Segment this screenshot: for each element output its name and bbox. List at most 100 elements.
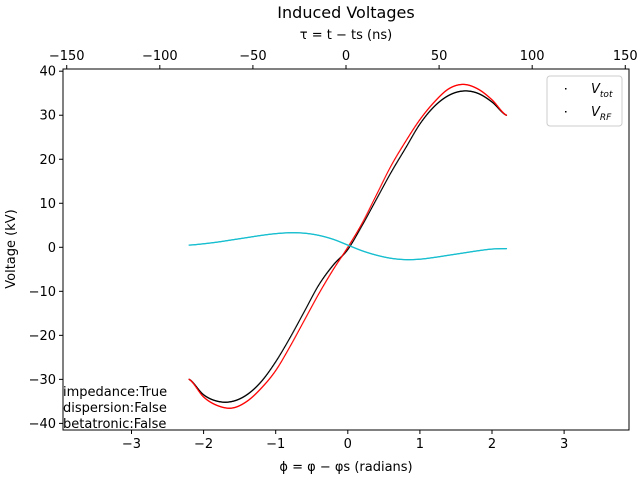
data-point — [426, 110, 428, 112]
data-point — [339, 258, 341, 260]
data-point — [414, 125, 416, 127]
data-point — [397, 159, 399, 161]
data-point — [308, 310, 310, 312]
data-point — [315, 298, 317, 300]
data-point — [271, 366, 273, 368]
data-point — [373, 203, 375, 205]
data-point — [365, 217, 367, 219]
data-point — [279, 363, 281, 365]
data-point — [393, 159, 395, 161]
data-point — [311, 295, 313, 298]
data-point — [353, 235, 356, 238]
data-point — [283, 356, 285, 358]
data-point — [411, 130, 413, 132]
data-point — [410, 138, 412, 140]
data-point — [342, 254, 344, 256]
data-point — [273, 364, 275, 366]
data-point — [299, 326, 302, 329]
data-point — [386, 179, 388, 181]
data-point — [194, 384, 196, 387]
data-point — [373, 198, 376, 200]
data-point — [330, 272, 332, 274]
data-point — [353, 239, 355, 241]
top-ticks: −150 −100 −50 0 50 100 150 — [49, 49, 638, 69]
data-point — [334, 265, 337, 267]
data-point — [379, 187, 381, 189]
data-point — [353, 238, 356, 240]
data-point — [412, 129, 414, 131]
data-point — [406, 144, 409, 146]
data-point — [310, 306, 312, 309]
data-point — [427, 109, 429, 111]
data-point — [284, 353, 287, 356]
data-point — [375, 200, 377, 202]
data-point — [196, 387, 198, 389]
data-point — [413, 133, 415, 135]
data-point — [315, 289, 317, 291]
data-point — [308, 302, 310, 304]
data-point — [293, 329, 295, 331]
data-point — [398, 151, 400, 153]
data-point — [412, 134, 414, 136]
x-tick-label: 1 — [416, 437, 424, 452]
data-point — [287, 339, 290, 341]
data-point — [343, 252, 345, 254]
data-point — [272, 365, 274, 367]
data-point — [321, 279, 323, 281]
data-point — [372, 204, 374, 207]
data-point — [396, 161, 398, 163]
data-point — [272, 373, 274, 375]
data-point — [297, 330, 299, 332]
data-point — [377, 196, 379, 198]
y-tick-label: −20 — [29, 329, 56, 344]
data-point — [496, 105, 498, 107]
data-point — [283, 347, 285, 349]
data-point — [407, 136, 410, 138]
data-point — [286, 351, 288, 353]
data-point — [380, 185, 382, 187]
data-point — [415, 124, 417, 127]
data-point — [352, 240, 355, 242]
bottom-ticks: −3 −2 −1 0 1 2 3 — [122, 430, 568, 452]
data-point — [286, 350, 289, 352]
data-point — [372, 200, 375, 202]
data-point — [340, 256, 342, 259]
top-axis-label: τ = t − ts (ns) — [300, 28, 392, 43]
data-point — [405, 139, 408, 141]
data-point — [280, 361, 282, 364]
top-tick-label: −100 — [142, 49, 178, 64]
x-tick-label: 3 — [560, 437, 568, 452]
data-point — [269, 368, 272, 371]
data-point — [421, 116, 423, 118]
data-point — [287, 348, 290, 350]
data-point — [277, 366, 279, 369]
data-point — [286, 341, 289, 343]
data-point — [375, 195, 377, 198]
data-point — [276, 367, 278, 369]
data-point — [351, 240, 353, 242]
data-point — [381, 187, 383, 189]
data-point — [406, 145, 408, 147]
data-point — [319, 282, 321, 284]
data-point — [423, 112, 426, 115]
data-point — [316, 295, 319, 297]
data-point — [389, 173, 391, 175]
data-point — [364, 220, 366, 222]
data-point — [336, 262, 339, 264]
y-axis-label: Voltage (kV) — [4, 209, 19, 288]
data-point — [415, 129, 417, 132]
data-point — [329, 268, 331, 270]
data-point — [301, 315, 303, 317]
data-point — [362, 220, 364, 222]
data-point — [292, 341, 294, 343]
data-point — [298, 328, 300, 331]
data-point — [295, 334, 297, 336]
data-point — [387, 171, 389, 173]
data-point — [335, 263, 338, 266]
data-point — [423, 113, 425, 115]
data-point — [332, 264, 334, 267]
left-ticks: −40 −30 −20 −10 0 10 20 30 40 — [29, 65, 63, 432]
data-point — [424, 112, 426, 114]
data-point — [199, 392, 201, 394]
data-point — [361, 223, 363, 225]
